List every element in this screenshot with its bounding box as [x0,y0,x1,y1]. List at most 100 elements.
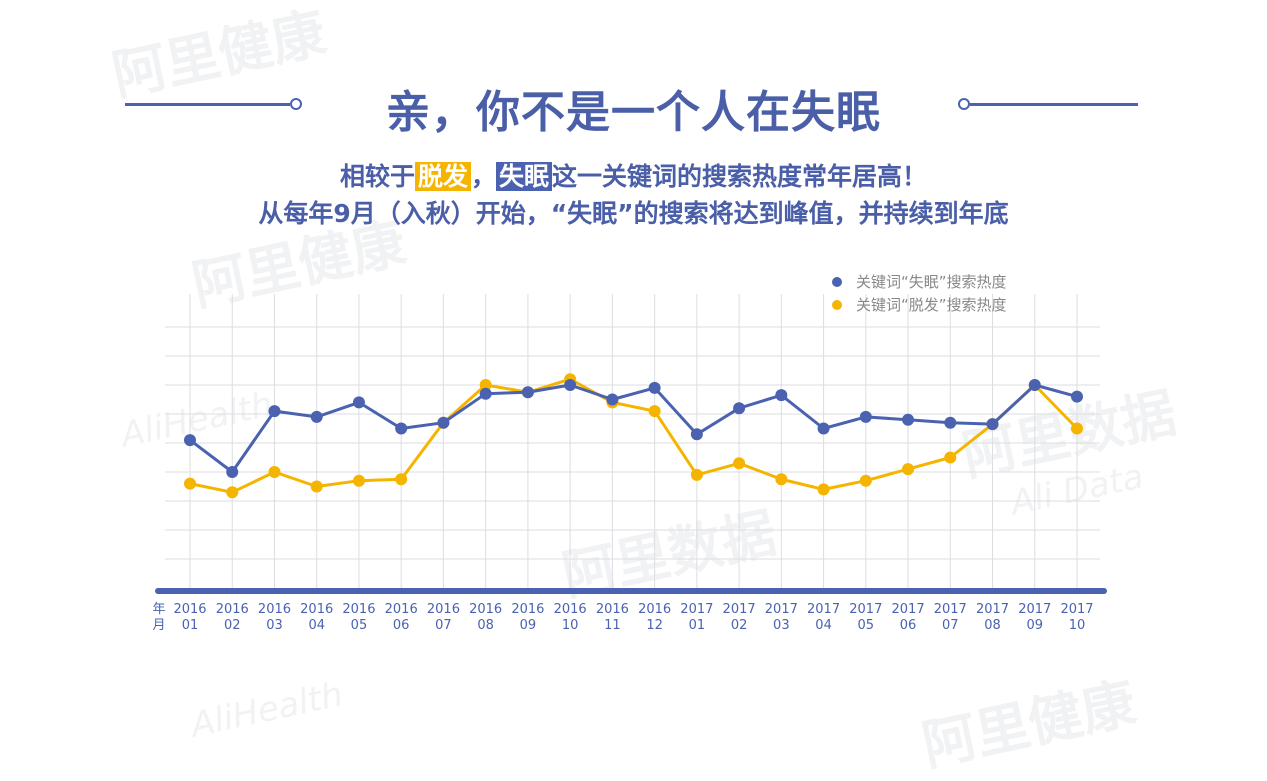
line-chart: 年月20160120160220160320160420160520160620… [152,294,1107,633]
legend-label: 关键词“脱发”搜索热度 [856,296,1007,314]
x-tick-label-month: 10 [1069,618,1086,633]
x-tick-label-month: 10 [562,618,579,633]
x-tick-label-month: 04 [815,618,832,633]
title-dot-left [290,98,302,110]
x-tick-label-month: 01 [689,618,706,633]
x-tick-label-year: 2016 [216,602,249,617]
x-tick-label-year: 2017 [807,602,840,617]
data-point-hairloss [395,473,408,486]
data-point-hairloss [944,451,957,464]
subtitle-line-2: 从每年9月（入秋）开始，“失眠”的搜索将达到峰值，并持续到年底 [258,199,1009,228]
x-tick-label-year: 2017 [976,602,1009,617]
data-point-insomnia [564,379,577,391]
legend: 关键词“失眠”搜索热度 关键词“脱发”搜索热度 [832,270,1007,316]
subtitle-line-1: 相较于 脱发，失眠 这一关键词的搜索热度常年居高！ [0,157,1267,193]
data-point-insomnia [437,416,450,429]
data-point-insomnia [690,428,703,441]
x-tick-label-month: 05 [351,618,368,633]
series-line-insomnia [189,383,1078,474]
x-tick-label-month: 03 [266,618,283,633]
x-tick-label-month: 06 [900,618,917,633]
x-tick-label-year: 2016 [385,602,418,617]
legend-dot-icon [832,299,842,310]
data-point-insomnia [310,410,323,423]
data-point-hairloss [902,463,915,476]
data-point-insomnia [479,387,492,400]
x-tick-label-month: 02 [224,618,241,633]
x-tick-label-year: 2016 [638,602,671,617]
data-point-insomnia [902,413,915,426]
subtitle-text: 相较于 [339,162,415,191]
data-point-hairloss [1071,422,1083,435]
x-tick-label-year: 2016 [427,602,460,617]
title-line-right [970,103,1138,106]
x-tick-label-month: 03 [773,618,790,633]
data-point-insomnia [775,389,788,402]
x-tick-label-year: 2017 [1018,602,1051,617]
title-line-left [125,103,290,106]
data-point-insomnia [184,434,196,447]
x-tick-label-year: 2016 [300,602,333,617]
x-tick-label-year: 2017 [680,602,713,617]
data-point-insomnia [1071,390,1083,403]
x-tick-label-month: 11 [604,618,621,633]
x-tick-label-year: 2016 [596,602,629,617]
data-point-hairloss [310,480,323,493]
data-point-insomnia [986,418,999,431]
page-title: 亲，你不是一个人在失眠 [386,87,881,138]
data-point-insomnia [944,416,957,429]
x-tick-label-month: 06 [393,618,410,633]
x-axis-label-month: 月 [152,618,165,633]
legend-item-hairloss: 关键词“脱发”搜索热度 [832,293,1007,316]
x-tick-label-month: 05 [858,618,875,633]
series-line-hairloss [189,377,1079,494]
data-point-hairloss [690,468,703,481]
data-point-insomnia [521,386,534,399]
data-point-insomnia [606,393,619,406]
legend-label: 关键词“失眠”搜索热度 [856,273,1007,291]
x-tick-label-year: 2016 [554,602,587,617]
data-point-hairloss [733,457,746,470]
highlight-hairloss: 脱发 [414,162,471,191]
x-tick-label-year: 2017 [849,602,882,617]
legend-dot-icon [832,276,842,287]
x-tick-label-month: 08 [477,618,494,633]
data-point-insomnia [395,422,408,435]
data-point-insomnia [268,405,281,418]
x-tick-label-month: 09 [1026,618,1043,633]
x-tick-label-year: 2017 [934,602,967,617]
title-dot-right [958,98,970,110]
x-tick-label-month: 04 [308,618,325,633]
data-point-hairloss [648,405,661,418]
data-point-insomnia [817,422,830,435]
x-axis-label-year: 年 [152,602,165,617]
data-point-hairloss [859,474,872,487]
x-tick-label-year: 2017 [892,602,925,617]
data-point-hairloss [226,486,239,499]
data-point-hairloss [352,474,365,487]
x-tick-label-month: 01 [182,618,199,633]
x-tick-label-year: 2016 [511,602,544,617]
x-tick-label-year: 2016 [469,602,502,617]
data-point-hairloss [268,466,281,478]
data-point-hairloss [775,473,788,486]
data-point-hairloss [817,483,830,496]
x-tick-label-year: 2017 [723,602,756,617]
x-tick-label-month: 08 [984,618,1001,633]
x-tick-label-month: 12 [646,618,663,633]
data-point-insomnia [648,381,661,394]
x-tick-label-year: 2017 [1060,602,1093,617]
title-row: 亲，你不是一个人在失眠 [0,76,1267,138]
x-tick-label-year: 2016 [342,602,375,617]
data-point-hairloss [184,477,196,490]
subtitle-text: ， [470,162,496,191]
highlight-insomnia: 失眠 [496,162,553,191]
data-point-insomnia [859,410,872,423]
x-tick-label-month: 09 [520,618,537,633]
data-point-hairloss [479,379,492,391]
x-tick-label-month: 07 [435,618,452,633]
data-point-insomnia [1028,379,1041,391]
x-tick-label-year: 2017 [765,602,798,617]
x-tick-label-year: 2016 [258,602,291,617]
x-tick-label-month: 07 [942,618,959,633]
